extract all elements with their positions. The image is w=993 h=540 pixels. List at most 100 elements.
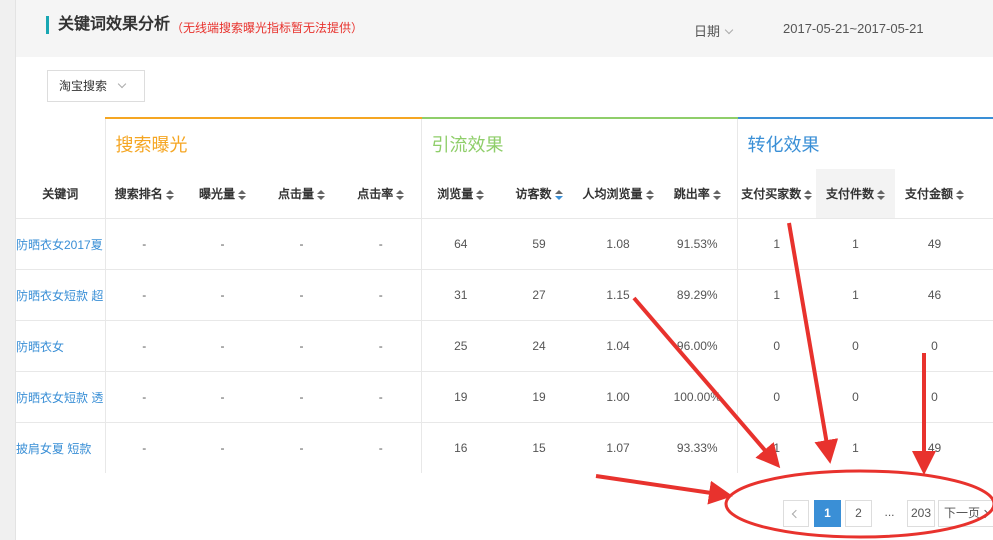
column-header-text: 支付金额 <box>904 187 953 201</box>
table-cell: 25 <box>420 320 500 372</box>
prev-page[interactable] <box>783 500 809 527</box>
table-cell: 96.00% <box>658 320 737 372</box>
table-cell: 19 <box>420 371 500 423</box>
column-header-text: 搜索排名 <box>114 187 163 201</box>
table-cell: 1 <box>816 269 895 321</box>
page-button[interactable]: 203 <box>907 500 935 527</box>
keyword-cell[interactable]: 防晒衣女 <box>16 320 105 372</box>
sort-icon[interactable] <box>956 189 964 200</box>
column-header[interactable]: 人均浏览量 <box>578 169 658 219</box>
column-header[interactable]: 浏览量 <box>420 169 500 219</box>
sort-icon[interactable] <box>877 189 885 200</box>
column-header[interactable]: 支付买家数 <box>736 169 816 219</box>
table-cell: 1.07 <box>578 422 658 473</box>
table-cell: 0 <box>736 371 816 423</box>
table: 搜索曝光 引流效果 转化效果 关键词 搜索排名 曝光量 点击量 点击率 浏览量 访客数 人均浏览量… <box>16 117 993 473</box>
filter-dropdown[interactable]: 淘宝搜索 <box>47 70 145 102</box>
table-cell: - <box>183 218 262 270</box>
keyword-cell[interactable]: 防晒衣女2017夏 <box>16 218 105 270</box>
table-cell: - <box>183 269 262 321</box>
column-header-text: 人均浏览量 <box>582 187 643 201</box>
column-header: 关键词 <box>16 169 105 219</box>
arrow <box>595 474 733 505</box>
header: 关键词效果分析 （无线端搜索曝光指标暂无法提供） 日期 2017-05-21~2… <box>16 0 993 57</box>
table-cell: 0 <box>816 320 895 372</box>
keyword-cell[interactable]: 披肩女夏 短款 <box>16 422 105 473</box>
group-header: 转化效果 <box>736 117 993 169</box>
table-cell: 31 <box>420 269 500 321</box>
table-cell <box>974 422 993 473</box>
table-cell: - <box>262 218 341 270</box>
sidebar <box>0 0 16 540</box>
table-cell: 1.15 <box>578 269 658 321</box>
date-range[interactable]: 2017-05-21~2017-05-21 <box>783 21 924 36</box>
keyword-cell[interactable]: 防晒衣女短款 透 <box>16 371 105 423</box>
table-cell: 1 <box>736 422 816 473</box>
column-header-text: 曝光量 <box>198 187 235 201</box>
column-header-text: 支付件数 <box>825 187 874 201</box>
sort-icon[interactable] <box>712 189 721 200</box>
table-cell: 1.00 <box>578 371 658 423</box>
table-container: 搜索曝光 引流效果 转化效果 关键词 搜索排名 曝光量 点击量 点击率 浏览量 访客数 人均浏览量… <box>16 117 993 473</box>
column-header-text: 支付买家数 <box>741 187 802 201</box>
table-cell: 0 <box>736 320 816 372</box>
sort-icon[interactable] <box>804 189 813 200</box>
group-header: 搜索曝光 <box>104 117 421 169</box>
group-header: 引流效果 <box>420 117 737 169</box>
column-header[interactable]: 曝光量 <box>183 169 262 219</box>
sort-icon[interactable] <box>396 189 405 200</box>
table-cell: 0 <box>816 371 895 423</box>
sort-icon[interactable] <box>165 189 174 200</box>
column-header[interactable]: 支付 <box>974 169 993 219</box>
table-cell: - <box>104 422 183 473</box>
table-cell: - <box>341 320 421 372</box>
table-cell: - <box>183 320 262 372</box>
table-cell: 1.08 <box>578 218 658 270</box>
column-header[interactable]: 支付金额 <box>895 169 974 219</box>
table-cell: 15 <box>500 422 578 473</box>
column-header[interactable]: 跳出率 <box>658 169 737 219</box>
table-cell: - <box>341 371 421 423</box>
table-cell: 0 <box>895 320 974 372</box>
table-cell: 16 <box>420 422 500 473</box>
table-cell: 1 <box>816 422 895 473</box>
table-cell <box>974 218 993 270</box>
sort-icon[interactable] <box>476 189 485 200</box>
table-cell: - <box>183 371 262 423</box>
column-header-text: 点击量 <box>277 187 314 201</box>
table-row: 披肩女夏 短款 - - - -16 15 1.07 93.33% 1 1 49 <box>16 422 993 473</box>
table-cell: 1.04 <box>578 320 658 372</box>
table-cell: 100.00% <box>658 371 737 423</box>
page-button[interactable]: 2 <box>845 500 872 527</box>
table-cell: 1 <box>736 269 816 321</box>
sort-icon[interactable] <box>554 189 563 200</box>
table-cell: 27 <box>500 269 578 321</box>
table-cell: 93.33% <box>658 422 737 473</box>
column-header[interactable]: 点击量 <box>262 169 341 219</box>
table-cell <box>974 371 993 423</box>
filter-text: 淘宝搜索 <box>59 79 108 93</box>
table-cell: - <box>104 269 183 321</box>
column-header[interactable]: 搜索排名 <box>104 169 183 219</box>
column-header[interactable]: 支付件数 <box>816 169 895 219</box>
sort-icon[interactable] <box>645 189 654 200</box>
table-cell: 49 <box>895 218 974 270</box>
table-cell: 19 <box>500 371 578 423</box>
column-header[interactable]: 点击率 <box>341 169 421 219</box>
column-header-text: 关键词 <box>42 187 79 201</box>
table-cell: - <box>183 422 262 473</box>
sort-icon[interactable] <box>238 189 246 200</box>
table-cell: 1 <box>816 218 895 270</box>
table-cell: - <box>262 422 341 473</box>
prev-icon <box>791 509 801 519</box>
next-page[interactable]: 下一页 <box>938 500 993 527</box>
table-row: 防晒衣女2017夏 - - - -64 59 1.08 91.53% 1 1 49 <box>16 218 993 270</box>
sort-icon[interactable] <box>317 189 325 200</box>
column-header-text: 点击率 <box>357 187 394 201</box>
column-header[interactable]: 访客数 <box>500 169 578 219</box>
date-label[interactable]: 日期 <box>694 21 734 40</box>
keyword-cell[interactable]: 防晒衣女短款 超 <box>16 269 105 321</box>
table-cell: - <box>341 218 421 270</box>
page-button[interactable]: 1 <box>814 500 841 527</box>
